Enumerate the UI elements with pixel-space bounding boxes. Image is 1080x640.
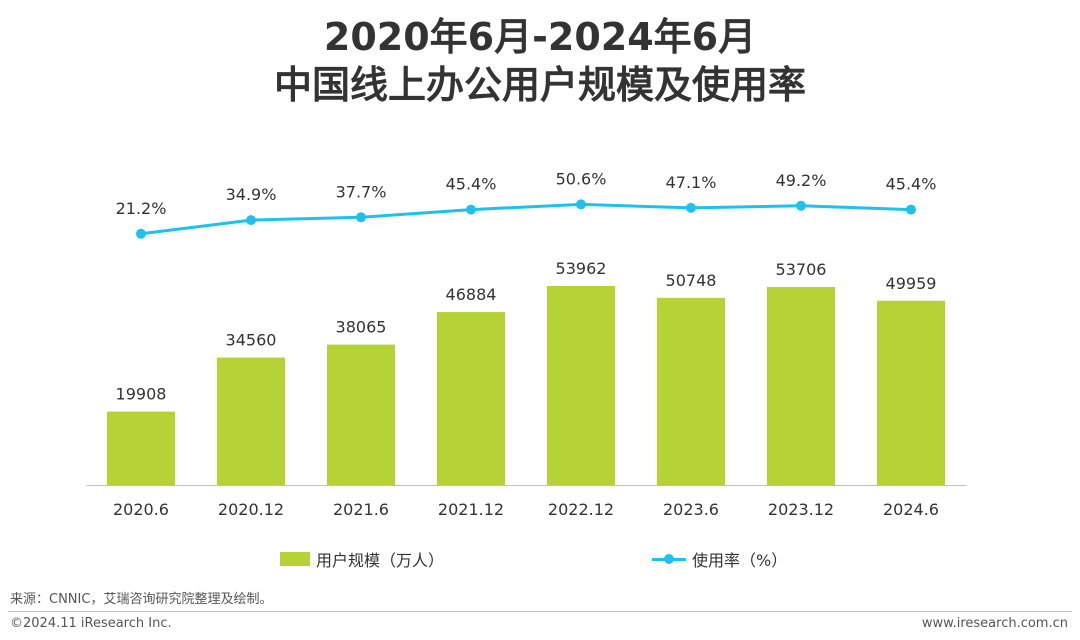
- bar-2024.6: [877, 300, 945, 485]
- bar-value-label: 46884: [446, 285, 497, 304]
- x-tick-label: 2020.6: [113, 500, 169, 519]
- website-link[interactable]: www.iresearch.com.cn: [921, 616, 1068, 631]
- bar-2023.12: [767, 286, 835, 485]
- rate-value-label: 37.7%: [336, 182, 387, 201]
- bar-value-label: 38065: [336, 318, 387, 337]
- rate-value-label: 34.9%: [226, 185, 277, 204]
- x-tick-label: 2023.6: [663, 500, 719, 519]
- rate-point-2021.12: [466, 204, 476, 215]
- rate-point-2021.6: [356, 212, 366, 223]
- x-tick-labels: 2020.6 2020.12 2021.6 2021.12 2022.12 2023.6 2…: [113, 500, 939, 519]
- bar-value-label: 34560: [226, 331, 277, 350]
- legend-label-user-scale: 用户规模（万人）: [316, 551, 445, 570]
- rate-point-2020.12: [246, 215, 256, 226]
- x-tick-label: 2021.6: [333, 500, 389, 519]
- rate-value-label: 49.2%: [776, 171, 827, 190]
- rate-point-2020.6: [136, 228, 146, 239]
- x-tick-label: 2023.12: [768, 500, 834, 519]
- rate-value-label: 21.2%: [116, 199, 167, 218]
- bar-value-label: 50748: [666, 271, 717, 290]
- x-tick-label: 2024.6: [883, 500, 939, 519]
- chart-area: 19908 34560 38065 46884 53962 50748 53706 49959…: [86, 169, 966, 519]
- rate-value-label: 47.1%: [666, 173, 717, 192]
- rate-value-label: 45.4%: [886, 175, 937, 194]
- legend-item-user-scale: 用户规模（万人）: [280, 547, 444, 571]
- bar-series: [107, 286, 945, 485]
- rate-point-2024.6: [906, 204, 916, 215]
- bar-2021.6: [327, 344, 395, 485]
- bar-value-label: 53706: [776, 260, 827, 279]
- chart-title-line1: 2020年6月-2024年6月: [323, 15, 757, 59]
- bar-value-label: 19908: [116, 385, 167, 404]
- footer-divider: [8, 611, 1072, 612]
- rate-value-label: 50.6%: [556, 169, 607, 188]
- legend-item-usage-rate: 使用率（%）: [652, 547, 787, 571]
- copyright-text: ©2024.11 iResearch Inc.: [10, 616, 172, 631]
- bar-2022.12: [547, 286, 615, 485]
- x-tick-label: 2021.12: [438, 500, 504, 519]
- legend-bar-swatch: [280, 552, 310, 566]
- x-tick-label: 2020.12: [218, 500, 284, 519]
- rate-point-2022.12: [576, 199, 586, 210]
- legend-line-swatch: [652, 552, 686, 566]
- bar-value-labels: 19908 34560 38065 46884 53962 50748 53706 49959: [116, 259, 937, 404]
- bar-2023.6: [657, 297, 725, 485]
- bar-2020.6: [107, 411, 175, 485]
- rate-point-2023.12: [796, 200, 806, 211]
- rate-value-label: 45.4%: [446, 175, 497, 194]
- x-tick-label: 2022.12: [548, 500, 614, 519]
- usage-rate-labels: 21.2% 34.9% 37.7% 45.4% 50.6% 47.1% 49.2% 45.4%: [116, 169, 937, 217]
- chart-title-line2: 中国线上办公用户规模及使用率: [273, 63, 806, 107]
- usage-rate-line: [140, 202, 912, 236]
- bar-2021.12: [437, 312, 505, 485]
- usage-rate-points: [136, 199, 916, 239]
- bar-value-label: 53962: [556, 259, 607, 278]
- bar-value-label: 49959: [886, 274, 937, 293]
- legend-label-usage-rate: 使用率（%）: [692, 551, 788, 570]
- source-note: 来源：CNNIC，艾瑞咨询研究院整理及绘制。: [10, 592, 273, 607]
- bar-2020.12: [217, 357, 285, 485]
- rate-point-2023.6: [686, 202, 696, 213]
